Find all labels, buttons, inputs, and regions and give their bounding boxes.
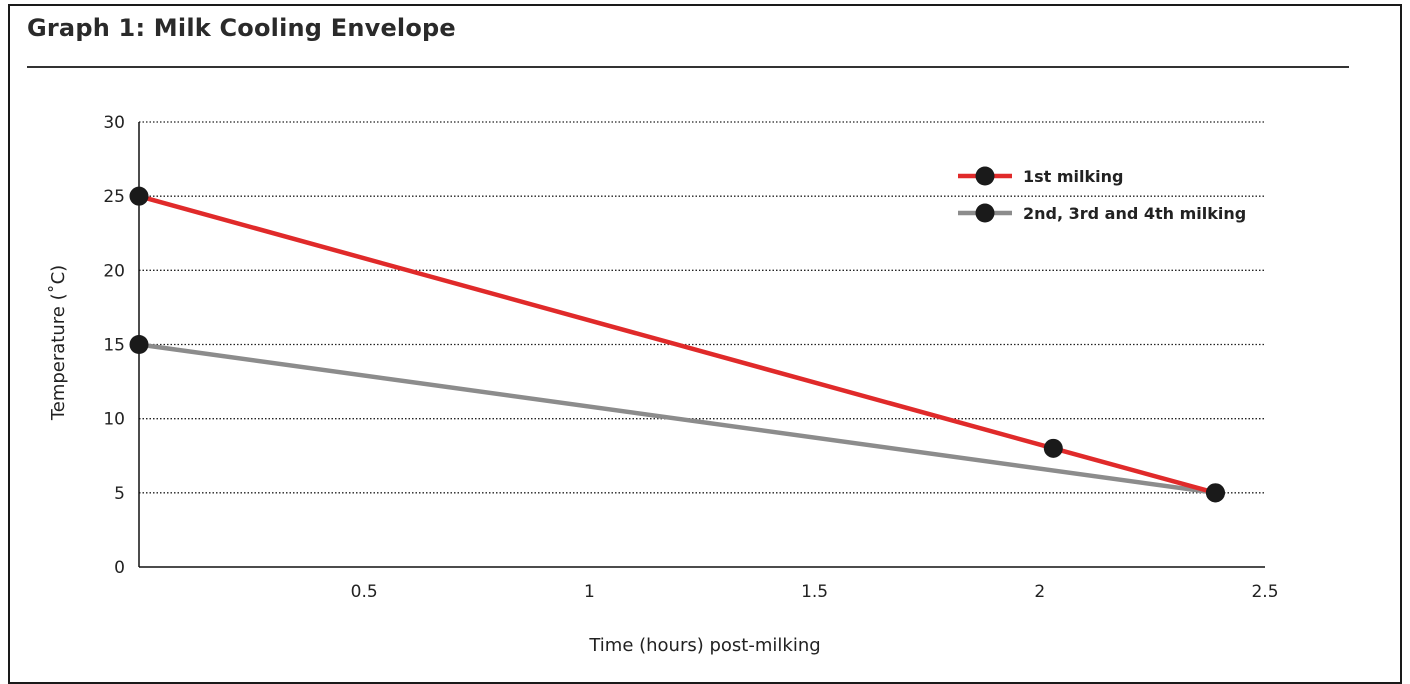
y-axis-label: Temperature (˚C) [48, 265, 69, 421]
legend-swatch-marker [975, 166, 995, 186]
x-tick-labels: 0.5 1 1.5 2 2.5 [351, 582, 1279, 602]
grid-lines [139, 121, 1265, 494]
data-point-marker [1043, 438, 1063, 458]
y-tick-label: 20 [103, 261, 125, 281]
series-markers [129, 186, 1225, 503]
y-tick-labels: 0 5 10 15 20 25 30 [103, 113, 125, 578]
title-divider [27, 66, 1349, 68]
data-point-marker [129, 335, 149, 354]
legend-label: 1st milking [1023, 167, 1123, 186]
y-tick-label: 30 [103, 113, 125, 133]
x-tick-label: 1.5 [801, 582, 828, 602]
y-tick-label: 25 [103, 187, 125, 207]
x-axis-label: Time (hours) post-milking [588, 635, 820, 656]
y-tick-label: 15 [103, 336, 125, 356]
chart-title: Graph 1: Milk Cooling Envelope [27, 14, 456, 42]
legend-swatch-marker [975, 203, 995, 223]
y-tick-label: 0 [114, 558, 125, 578]
y-tick-label: 5 [114, 484, 125, 504]
x-tick-label: 2.5 [1251, 582, 1278, 602]
data-point-marker [129, 186, 149, 206]
x-tick-label: 0.5 [351, 582, 378, 602]
series-line [138, 342, 1216, 496]
y-tick-label: 10 [103, 410, 125, 430]
data-point-marker [1205, 483, 1225, 503]
x-tick-label: 2 [1034, 582, 1045, 602]
legend-label: 2nd, 3rd and 4th milking [1023, 204, 1246, 223]
x-tick-label: 1 [584, 582, 595, 602]
legend: 1st milking 2nd, 3rd and 4th milking [958, 166, 1246, 223]
chart-plot: 0 5 10 15 20 25 30 0.5 1 1.5 2 2.5 1st milking 2nd,… [48, 113, 1279, 656]
